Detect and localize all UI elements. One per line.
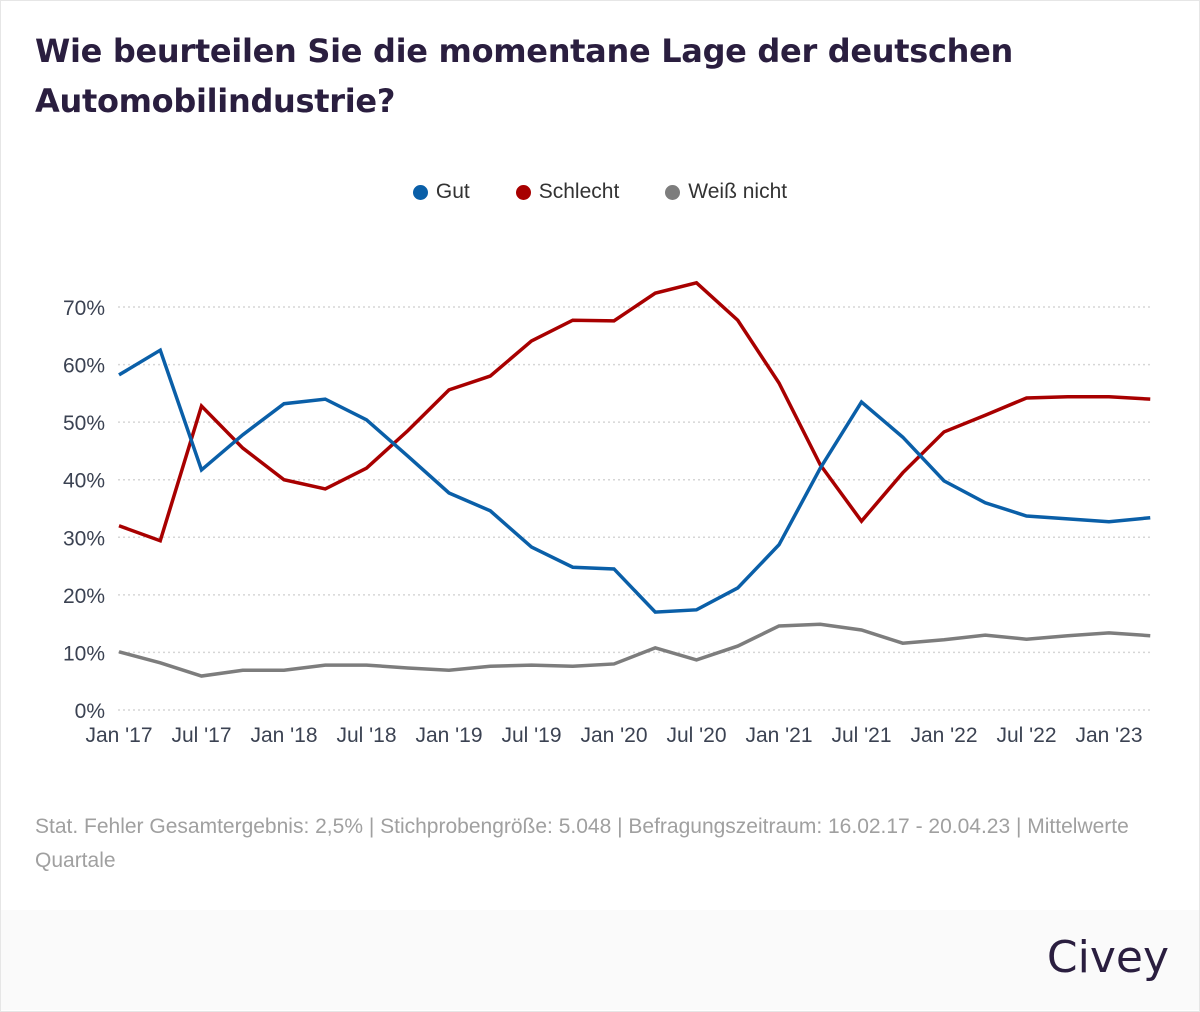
x-tick-label: Jan '20 — [580, 724, 647, 747]
civey-logo: Civey — [1046, 932, 1169, 983]
y-tick-label: 50% — [63, 412, 105, 435]
y-tick-label: 70% — [63, 297, 105, 320]
legend-item-gut[interactable]: Gut — [412, 180, 470, 204]
x-tick-label: Jan '19 — [415, 724, 482, 747]
x-tick-label: Jul '19 — [501, 724, 561, 747]
series-line-wei-nicht — [118, 622, 1151, 678]
x-tick-label: Jan '17 — [85, 724, 152, 747]
legend-label: Schlecht — [538, 180, 620, 203]
x-tick-label: Jul '18 — [336, 724, 396, 747]
legend-dot-icon — [412, 184, 428, 200]
series-line-schlecht — [118, 280, 1151, 544]
y-tick-label: 0% — [75, 700, 105, 723]
y-tick-label: 20% — [63, 585, 105, 608]
series-line-gut — [118, 347, 1151, 614]
x-tick-label: Jan '23 — [1075, 724, 1142, 747]
legend: Gut Schlecht Weiß nicht — [0, 180, 1200, 204]
x-tick-label: Jul '21 — [831, 724, 891, 747]
x-tick-label: Jan '21 — [745, 724, 812, 747]
methodology-note: Stat. Fehler Gesamtergebnis: 2,5% | Stic… — [35, 815, 1129, 872]
x-tick-label: Jul '17 — [171, 724, 231, 747]
x-tick-label: Jan '22 — [910, 724, 977, 747]
x-tick-label: Jul '20 — [666, 724, 726, 747]
y-tick-label: 40% — [63, 470, 105, 493]
chart-title: Wie beurteilen Sie die momentane Lage de… — [35, 32, 1014, 120]
legend-dot-icon — [515, 184, 531, 200]
line-chart: 0% 10% 20% 30% 40% 50% 60% 70% Jan '17 Jul '17 Jan… — [63, 280, 1151, 747]
y-tick-label: 30% — [63, 527, 105, 550]
legend-item-schlecht[interactable]: Schlecht — [515, 180, 620, 204]
footer: Civey — [1, 910, 1199, 1010]
legend-label: Weiß nicht — [688, 180, 788, 203]
x-tick-label: Jan '18 — [250, 724, 317, 747]
y-tick-label: 10% — [63, 642, 105, 665]
legend-label: Gut — [435, 180, 470, 203]
x-tick-label: Jul '22 — [996, 724, 1056, 747]
y-tick-label: 60% — [63, 355, 105, 378]
legend-item-weiss-nicht[interactable]: Weiß nicht — [665, 180, 787, 204]
legend-dot-icon — [665, 184, 681, 200]
